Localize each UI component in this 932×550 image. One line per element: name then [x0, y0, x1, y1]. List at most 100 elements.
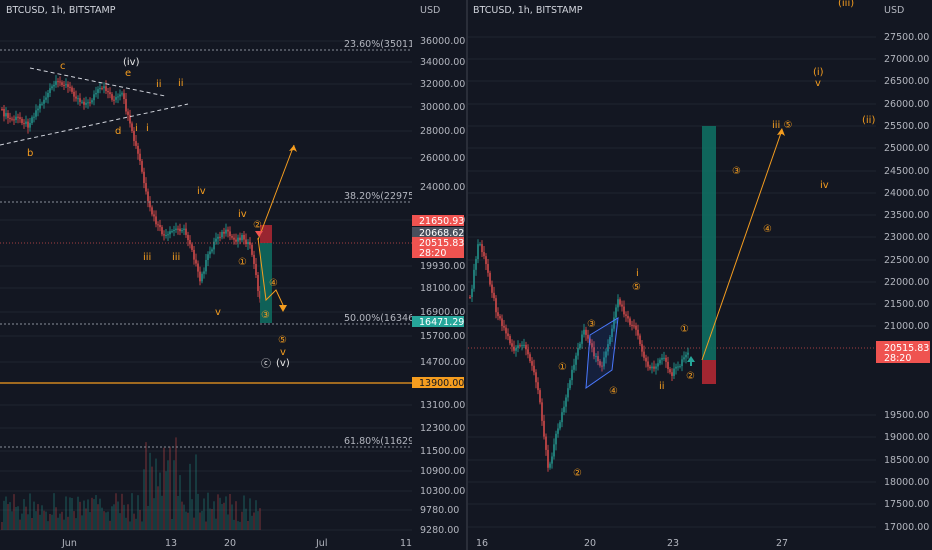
right-candle-body[interactable]	[535, 372, 537, 383]
left-candle-body[interactable]	[31, 117, 33, 124]
right-candle-body[interactable]	[509, 336, 511, 344]
left-candle-body[interactable]	[149, 201, 151, 208]
right-candle-body[interactable]	[669, 369, 671, 373]
left-candle-body[interactable]	[13, 119, 15, 121]
right-candle-body[interactable]	[571, 369, 573, 381]
left-candle-body[interactable]	[95, 92, 97, 95]
right-candle-body[interactable]	[619, 299, 621, 305]
left-candle-body[interactable]	[109, 92, 111, 95]
right-candle-body[interactable]	[667, 361, 669, 370]
left-candle-body[interactable]	[85, 102, 87, 105]
left-candle-body[interactable]	[157, 224, 159, 226]
stop-loss-box[interactable]	[260, 225, 272, 243]
left-candle-body[interactable]	[231, 236, 233, 238]
left-candle-body[interactable]	[105, 86, 107, 91]
left-candle-body[interactable]	[39, 103, 41, 109]
left-candle-body[interactable]	[187, 234, 189, 241]
left-candle-body[interactable]	[133, 130, 135, 142]
left-candle-body[interactable]	[107, 90, 109, 93]
left-candle-body[interactable]	[177, 228, 179, 230]
right-candle-body[interactable]	[493, 292, 495, 299]
right-candle-body[interactable]	[603, 357, 605, 367]
right-candle-body[interactable]	[577, 347, 579, 356]
right-candle-body[interactable]	[607, 344, 609, 352]
left-candle-body[interactable]	[173, 229, 175, 232]
left-candle-body[interactable]	[51, 86, 53, 89]
take-profit-box[interactable]	[260, 243, 272, 323]
left-chart-panel[interactable]: b c d e (iv) ii ii i i iii iii iv iv v ②…	[0, 5, 423, 531]
right-time-axis[interactable]: 16 20 23 27	[468, 536, 932, 550]
right-candle-body[interactable]	[601, 365, 603, 367]
right-price-axis[interactable]: USD 27500.00 27000.00 26500.00 26000.00 2550…	[876, 0, 932, 536]
right-candle-body[interactable]	[485, 256, 487, 265]
right-candle-body[interactable]	[655, 366, 657, 369]
right-candle-body[interactable]	[631, 324, 633, 326]
left-candle-body[interactable]	[15, 116, 17, 120]
right-candles[interactable]	[469, 239, 689, 472]
right-candle-body[interactable]	[469, 297, 471, 298]
right-candle-body[interactable]	[529, 354, 531, 362]
left-candle-body[interactable]	[255, 263, 257, 275]
right-candle-body[interactable]	[473, 269, 475, 289]
left-candle-body[interactable]	[127, 111, 129, 115]
left-candle-body[interactable]	[101, 88, 103, 90]
left-candle-body[interactable]	[137, 145, 139, 154]
left-candle-body[interactable]	[43, 99, 45, 104]
left-candle-body[interactable]	[41, 103, 43, 105]
right-candle-body[interactable]	[597, 356, 599, 362]
right-candle-body[interactable]	[533, 365, 535, 373]
right-candle-body[interactable]	[599, 361, 601, 366]
right-candle-body[interactable]	[503, 325, 505, 328]
right-candle-body[interactable]	[683, 357, 685, 360]
right-candle-body[interactable]	[545, 436, 547, 450]
left-candle-body[interactable]	[53, 84, 55, 87]
right-candle-body[interactable]	[501, 318, 503, 326]
right-candle-body[interactable]	[675, 366, 677, 369]
right-candle-body[interactable]	[659, 359, 661, 364]
left-candle-body[interactable]	[145, 183, 147, 192]
left-candle-body[interactable]	[241, 234, 243, 241]
left-candle-body[interactable]	[129, 114, 131, 124]
left-candle-body[interactable]	[227, 229, 229, 232]
left-candle-body[interactable]	[245, 239, 247, 245]
right-candle-body[interactable]	[627, 315, 629, 319]
left-price-axis[interactable]: USD 36000.00 34000.00 32000.00 30000.00 2800…	[412, 0, 466, 536]
right-candle-body[interactable]	[513, 346, 515, 351]
left-candle-body[interactable]	[55, 81, 57, 85]
right-candle-body[interactable]	[551, 456, 553, 464]
left-candle-body[interactable]	[119, 94, 121, 97]
right-candle-body[interactable]	[547, 449, 549, 468]
left-candle-body[interactable]	[79, 98, 81, 102]
right-candle-body[interactable]	[573, 364, 575, 370]
right-candle-body[interactable]	[629, 318, 631, 325]
right-candle-body[interactable]	[663, 357, 665, 359]
left-candle-body[interactable]	[207, 254, 209, 261]
left-candle-body[interactable]	[159, 224, 161, 228]
left-candle-body[interactable]	[215, 238, 217, 242]
right-candle-body[interactable]	[557, 428, 559, 434]
left-candle-body[interactable]	[25, 121, 27, 124]
left-candle-body[interactable]	[163, 234, 165, 236]
right-candle-body[interactable]	[539, 390, 541, 403]
channel-parallelogram[interactable]	[585, 317, 619, 390]
left-candle-body[interactable]	[3, 109, 5, 117]
left-candle-body[interactable]	[155, 216, 157, 225]
right-candle-body[interactable]	[475, 259, 477, 270]
left-candle-body[interactable]	[143, 171, 145, 184]
left-candle-body[interactable]	[221, 231, 223, 238]
left-candle-body[interactable]	[71, 87, 73, 92]
left-candle-body[interactable]	[17, 116, 19, 118]
right-candle-body[interactable]	[531, 361, 533, 366]
left-time-axis[interactable]: Jun 13 20 Jul 11	[0, 536, 466, 550]
left-candle-body[interactable]	[57, 81, 59, 83]
left-candle-body[interactable]	[167, 234, 169, 236]
left-candle-body[interactable]	[209, 251, 211, 255]
left-candle-body[interactable]	[257, 274, 259, 291]
right-candle-body[interactable]	[625, 314, 627, 316]
left-candle-body[interactable]	[175, 228, 177, 230]
left-candle-body[interactable]	[69, 86, 71, 88]
left-candle-body[interactable]	[199, 271, 201, 282]
left-candle-body[interactable]	[123, 93, 125, 100]
right-candle-body[interactable]	[685, 354, 687, 358]
left-candle-body[interactable]	[135, 141, 137, 146]
